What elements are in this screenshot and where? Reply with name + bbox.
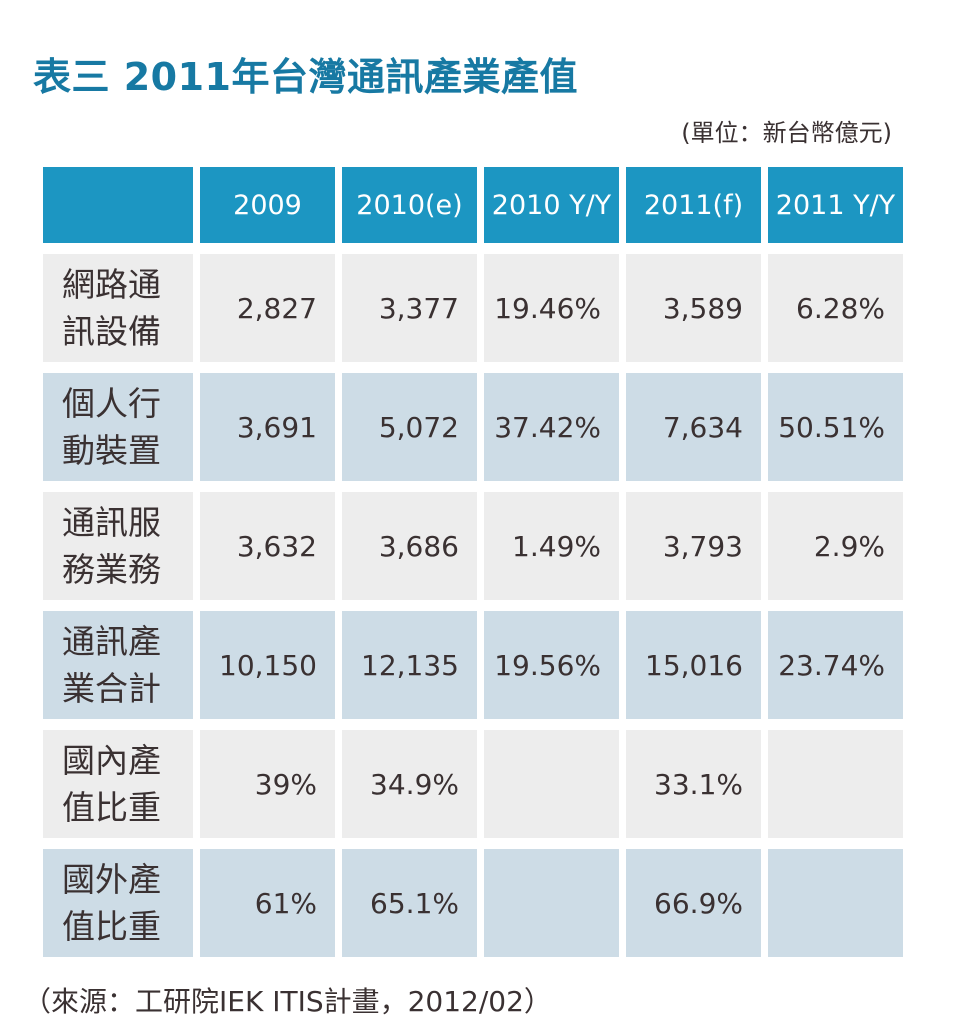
table-cell: 34.9%	[342, 730, 477, 838]
table-cell: 15,016	[626, 611, 761, 719]
table-cell: 65.1%	[342, 849, 477, 957]
table-cell: 3,377	[342, 254, 477, 362]
header-row: 2009 2010(e) 2010 Y/Y 2011(f) 2011 Y/Y	[43, 167, 903, 243]
table-cell: 3,632	[200, 492, 335, 600]
row-label: 國內產值比重	[43, 730, 193, 838]
table-cell: 19.46%	[484, 254, 619, 362]
table-cell: 12,135	[342, 611, 477, 719]
row-label: 個人行動裝置	[43, 373, 193, 481]
unit-note: (單位：新台幣億元)	[681, 119, 892, 147]
table-cell: 39%	[200, 730, 335, 838]
header-cell-2011f: 2011(f)	[626, 167, 761, 243]
header-cell-2011yy: 2011 Y/Y	[768, 167, 903, 243]
table-cell: 23.74%	[768, 611, 903, 719]
table-cell	[484, 730, 619, 838]
table-row-personal-mobile-devices: 個人行動裝置 3,691 5,072 37.42% 7,634 50.51%	[43, 373, 903, 481]
page-title: 表三 2011年台灣通訊產業產值	[33, 55, 578, 99]
table-cell: 50.51%	[768, 373, 903, 481]
source-note: （來源：工研院IEK ITIS計畫，2012/02）	[23, 985, 552, 1018]
table-cell: 3,691	[200, 373, 335, 481]
table-row-telecom-services: 通訊服務業務 3,632 3,686 1.49% 3,793 2.9%	[43, 492, 903, 600]
table-cell: 2.9%	[768, 492, 903, 600]
table-cell: 10,150	[200, 611, 335, 719]
table-cell	[768, 849, 903, 957]
table-cell	[768, 730, 903, 838]
table-row-domestic-share: 國內產值比重 39% 34.9% 33.1%	[43, 730, 903, 838]
data-table: 2009 2010(e) 2010 Y/Y 2011(f) 2011 Y/Y 網…	[36, 156, 910, 968]
table-cell: 2,827	[200, 254, 335, 362]
table-cell: 19.56%	[484, 611, 619, 719]
row-label: 通訊服務業務	[43, 492, 193, 600]
header-cell-2010yy: 2010 Y/Y	[484, 167, 619, 243]
table-row-industry-total: 通訊產業合計 10,150 12,135 19.56% 15,016 23.74…	[43, 611, 903, 719]
table-row-network-equipment: 網路通訊設備 2,827 3,377 19.46% 3,589 6.28%	[43, 254, 903, 362]
row-label: 網路通訊設備	[43, 254, 193, 362]
table-cell: 3,793	[626, 492, 761, 600]
header-cell-empty	[43, 167, 193, 243]
table-cell: 33.1%	[626, 730, 761, 838]
header-cell-2010e: 2010(e)	[342, 167, 477, 243]
row-label: 國外產值比重	[43, 849, 193, 957]
table-cell: 37.42%	[484, 373, 619, 481]
table-cell	[484, 849, 619, 957]
table-cell: 7,634	[626, 373, 761, 481]
table-cell: 66.9%	[626, 849, 761, 957]
row-label: 通訊產業合計	[43, 611, 193, 719]
table-cell: 6.28%	[768, 254, 903, 362]
table-cell: 3,589	[626, 254, 761, 362]
table-cell: 1.49%	[484, 492, 619, 600]
table-cell: 5,072	[342, 373, 477, 481]
table-cell: 3,686	[342, 492, 477, 600]
header-cell-2009: 2009	[200, 167, 335, 243]
table-row-overseas-share: 國外產值比重 61% 65.1% 66.9%	[43, 849, 903, 957]
table-cell: 61%	[200, 849, 335, 957]
